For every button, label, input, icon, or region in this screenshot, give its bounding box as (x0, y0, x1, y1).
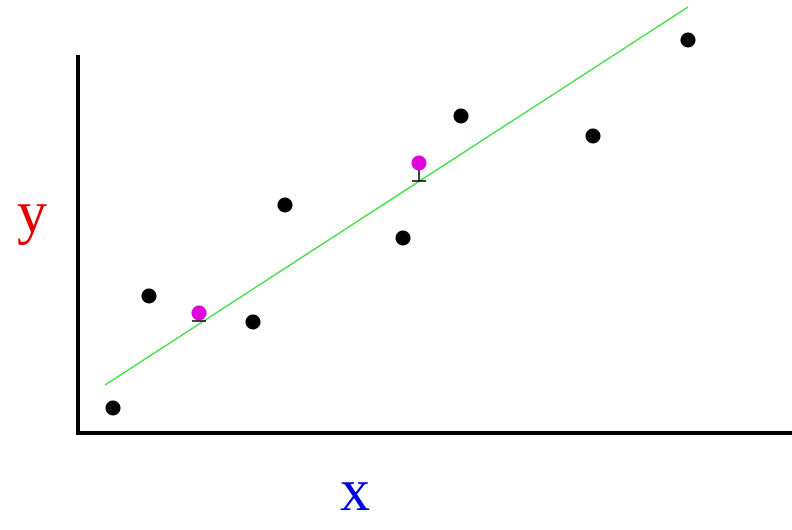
point (245, 314, 261, 330)
points (105, 32, 696, 416)
fit-line (104, 6, 689, 386)
point (277, 197, 293, 213)
point (395, 230, 411, 246)
point (585, 128, 601, 144)
point (411, 155, 427, 171)
point (105, 400, 121, 416)
point (191, 305, 207, 321)
x-label: x (340, 457, 370, 523)
point (453, 108, 469, 124)
point (141, 288, 157, 304)
y-label: y (17, 179, 47, 245)
point (680, 32, 696, 48)
highlighted-points (191, 155, 427, 322)
